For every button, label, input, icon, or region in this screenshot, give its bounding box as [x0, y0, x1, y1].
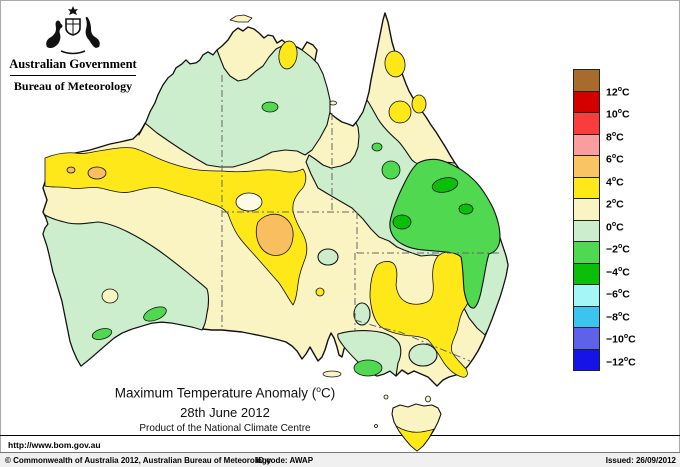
anomaly-nt-green-spot — [261, 101, 279, 113]
bureau-title: Bureau of Meteorology — [13, 79, 133, 93]
footer-idcode: ID code: AWAP — [256, 456, 314, 465]
anomaly-region-sa-palegreen-spot — [317, 248, 339, 266]
australia-anomaly-map — [42, 12, 509, 452]
legend-label: −12oC — [606, 355, 636, 369]
anomaly-capeyork-yellow-2 — [388, 100, 412, 124]
legend-cell — [573, 155, 600, 178]
anomaly-capeyork-yellow-3 — [411, 94, 427, 114]
legend-label: −2oC — [606, 243, 630, 256]
legend-label: 8oC — [606, 130, 624, 144]
legend-cell — [573, 69, 600, 92]
footer-bottom-row: © Commonwealth of Australia 2012, Austra… — [0, 453, 680, 467]
anomaly-qld-green-spot-small — [371, 142, 383, 152]
anomaly-qld-green-circle — [381, 160, 401, 180]
legend-label: 10oC — [606, 108, 630, 121]
legend-cell — [573, 176, 600, 199]
kangaroo-island — [322, 370, 342, 378]
government-header: Australian Government Bureau of Meteorol… — [8, 5, 138, 94]
anomaly-orange-central — [255, 213, 294, 256]
coat-of-arms-icon — [46, 6, 100, 55]
anomaly-region-sw-vic-palegreen — [337, 330, 402, 377]
legend-cell — [573, 219, 600, 242]
map-title-block: Maximum Temperature Anomaly (oC) 28th Ju… — [0, 384, 450, 434]
legend-cell — [573, 262, 600, 285]
legend-label: 4oC — [606, 175, 624, 189]
legend-label: 12oC — [606, 85, 630, 99]
legend-cell — [573, 284, 600, 307]
legend-cell — [573, 348, 600, 371]
anomaly-hole-in-yellow — [235, 192, 263, 212]
shield-icon — [65, 18, 81, 36]
legend-cell — [573, 305, 600, 328]
anomaly-vic-green-core — [353, 359, 383, 377]
legend-cell — [573, 90, 600, 113]
legend-cell — [573, 241, 600, 264]
legend-cell — [573, 112, 600, 135]
anomaly-region-murray-palegreen-spot — [353, 302, 371, 326]
legend-label: −8oC — [606, 310, 630, 324]
anomaly-sa-yellow-dot — [315, 287, 325, 297]
legend-label: −4oC — [606, 265, 630, 279]
emu-icon — [85, 16, 100, 48]
shield-cross-lines — [66, 19, 80, 34]
anomaly-orange-west-small — [66, 166, 76, 174]
legend-color-bar — [573, 69, 600, 371]
state-borders — [221, 75, 500, 362]
legend-cell — [573, 133, 600, 156]
commonwealth-star-icon — [68, 6, 78, 15]
map-title: Maximum Temperature Anomaly (oC) — [114, 384, 336, 401]
anomaly-qld-green — [389, 158, 501, 309]
anomaly-region-central-yellow-band — [44, 147, 308, 306]
footer-copyright: © Commonwealth of Australia 2012, Austra… — [5, 456, 272, 465]
gov-title: Australian Government — [9, 57, 137, 71]
map-frame-bottom-line — [0, 435, 680, 436]
anomaly-swwa-coast-green-1 — [91, 328, 113, 340]
anomaly-darkgreen-1 — [431, 177, 459, 193]
footer-url-row: http://www.bom.gov.au — [0, 436, 680, 453]
anomaly-darkgreen-2 — [458, 203, 474, 215]
legend-label: 0oC — [606, 220, 624, 234]
legend-label: 6oC — [606, 153, 624, 166]
legend-label: −10oC — [606, 333, 636, 346]
anomaly-region-sw-wa-palegreen — [42, 214, 210, 367]
map-date: 28th June 2012 — [180, 404, 270, 420]
scroll-icon — [60, 50, 86, 55]
tasmania-west-islet — [374, 424, 378, 428]
anomaly-region-nsw-yellow — [369, 251, 472, 378]
legend-label: −6oC — [606, 288, 630, 301]
footer-issued: Issued: 26/09/2012 — [605, 456, 676, 465]
anomaly-darkgreen-3 — [392, 214, 412, 230]
kangaroo-icon — [46, 20, 63, 49]
anomaly-capeyork-yellow-1 — [384, 50, 406, 78]
king-island — [383, 394, 389, 400]
anomaly-orange-west — [87, 166, 107, 180]
anomaly-tasmania-yellow — [395, 425, 435, 452]
flinders-island — [425, 395, 431, 403]
anomaly-topend-yellow — [278, 40, 298, 70]
legend-cell — [573, 198, 600, 221]
anomaly-region-kimberley-nt-palegreen — [138, 44, 331, 168]
anomaly-hole-in-sw-palegreen — [101, 288, 119, 304]
map-product: Product of the National Climate Centre — [139, 422, 311, 434]
legend-cell — [573, 327, 600, 350]
legend-label: 2oC — [606, 198, 624, 211]
anomaly-region-melbourne-palegreen — [408, 343, 438, 367]
melville-island — [229, 14, 253, 23]
footer-url: http://www.bom.gov.au — [8, 440, 101, 450]
anomaly-swwa-coast-green-2 — [143, 306, 167, 322]
gov-title-divider — [10, 75, 136, 76]
